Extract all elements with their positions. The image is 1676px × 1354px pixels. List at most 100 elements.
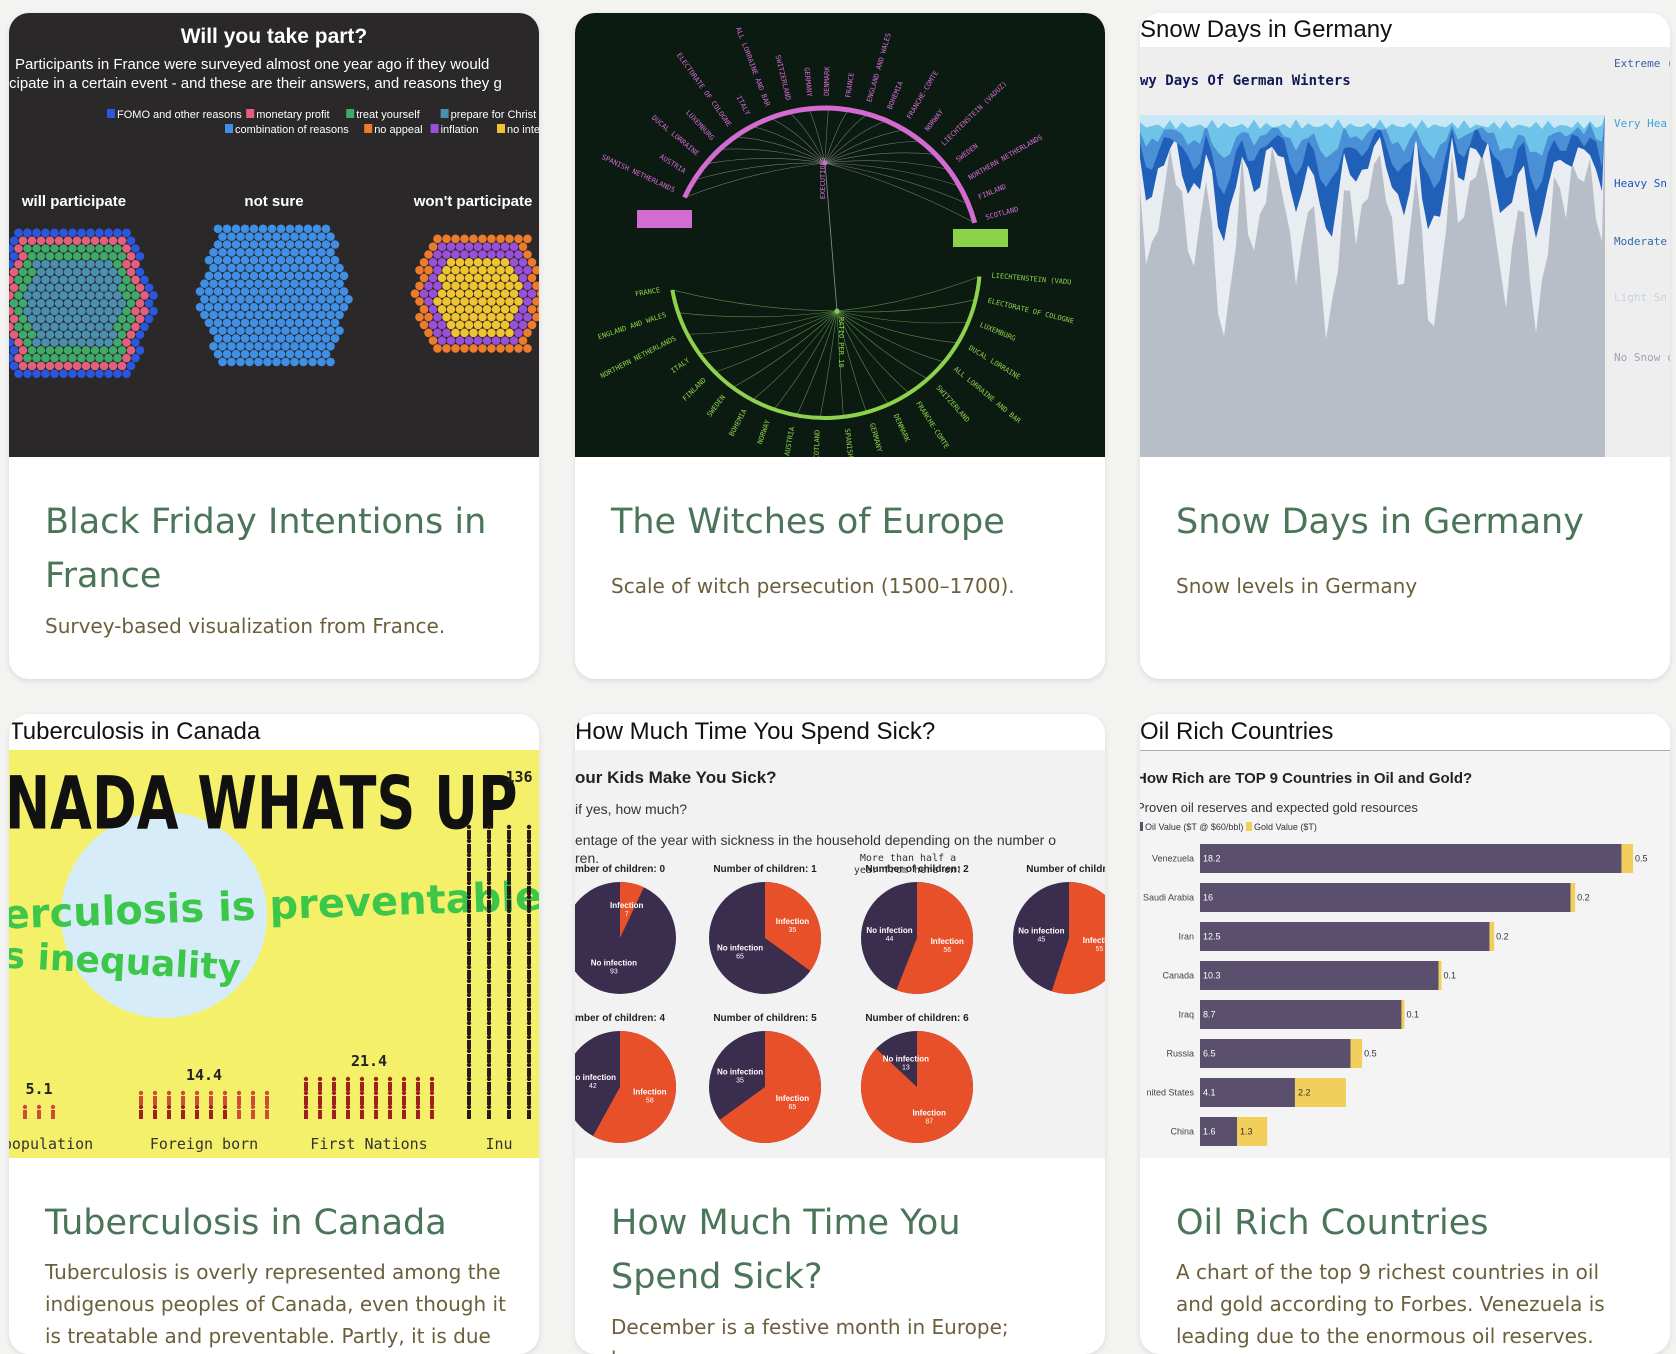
card-oil-rich[interactable]: Oil Rich Countries How Rich are TOP 9 Co…	[1140, 714, 1670, 1354]
hex-dot	[118, 346, 127, 355]
hex-dot	[429, 305, 438, 314]
hex-dot	[236, 358, 245, 367]
hex-dot	[10, 299, 19, 308]
card-title[interactable]: The Witches of Europe	[611, 495, 1075, 549]
hex-dot	[28, 299, 37, 308]
hex-dot	[304, 256, 313, 265]
hex-dot	[438, 321, 447, 330]
hex-dot	[263, 279, 272, 288]
card-title[interactable]: Tuberculosis in Canada	[45, 1196, 509, 1250]
preview-snow: wy Days Of German Winters Extreme (50+ c…	[1140, 47, 1670, 457]
hex-dot	[236, 248, 245, 257]
hex-dot	[326, 232, 335, 241]
tb-person-icon	[507, 839, 511, 843]
hex-dot	[32, 291, 41, 300]
hex-dot	[113, 291, 122, 300]
hex-dot	[277, 287, 286, 296]
hex-dot	[55, 362, 64, 371]
hex-dot	[286, 225, 295, 234]
hex-dot	[313, 287, 322, 296]
hex-dot	[326, 326, 335, 335]
card-title[interactable]: How Much Time You Spend Sick?	[611, 1196, 1075, 1304]
hex-dot	[245, 248, 254, 257]
hex-dot	[420, 258, 429, 267]
card-time-sick[interactable]: How Much Time You Spend Sick? our Kids M…	[575, 714, 1105, 1354]
hex-dot	[317, 248, 326, 257]
card-tuberculosis[interactable]: Tuberculosis in Canada NADA WHATS UP erc…	[9, 714, 539, 1354]
pie-infection-value: 55	[1096, 946, 1104, 953]
hex-dot	[136, 283, 145, 292]
hex-dot	[245, 342, 254, 351]
hex-dot	[259, 225, 268, 234]
hex-dot	[50, 291, 59, 300]
hex-dot	[50, 244, 59, 253]
hex-dot	[344, 295, 353, 304]
witch-country-label: NORTHERN NETHERLANDS	[967, 133, 1044, 182]
hex-dot	[227, 342, 236, 351]
card-title[interactable]: Oil Rich Countries	[1176, 1196, 1640, 1250]
hex-dot	[451, 250, 460, 259]
tb-person-icon	[487, 825, 491, 829]
hex-dot	[299, 311, 308, 320]
hex-dot	[519, 242, 528, 251]
witch-country-label: FRANCE	[844, 72, 856, 98]
hex-dot	[483, 336, 492, 345]
legend-swatch	[225, 124, 233, 133]
hex-dot	[10, 315, 19, 324]
hex-dot	[73, 362, 82, 371]
hex-dot	[433, 235, 442, 244]
hex-dot	[322, 240, 331, 249]
hex-dot	[104, 338, 113, 347]
hex-dot	[19, 252, 28, 261]
hex-dot	[429, 336, 438, 345]
hex-dot	[335, 295, 344, 304]
tb-person-icon	[527, 1049, 531, 1053]
tb-person-icon	[487, 867, 491, 871]
hex-dot	[501, 336, 510, 345]
hex-dot	[514, 344, 523, 353]
hex-dot	[272, 358, 281, 367]
hex-dot	[469, 282, 478, 291]
pie-no-infection-label: No infection	[866, 926, 912, 935]
witch-country-label: ITALY	[734, 94, 751, 117]
hex-dot	[227, 264, 236, 273]
hex-dot	[214, 318, 223, 327]
hex-dot	[127, 315, 136, 324]
hex-dot	[68, 307, 77, 316]
hex-dot	[272, 279, 281, 288]
hex-dot	[510, 336, 519, 345]
hex-dot	[10, 252, 19, 261]
witch-country-label: ELECTORATE OF COLOGNE	[675, 52, 733, 129]
gold-value-label: 2.2	[1298, 1088, 1311, 1098]
tb-person-icon	[487, 993, 491, 997]
tb-person-icon	[346, 1077, 350, 1081]
thumbnail-label: Tuberculosis in Canada	[9, 714, 539, 750]
hex-dot	[73, 283, 82, 292]
hex-dot	[483, 289, 492, 298]
hex-dot	[460, 266, 469, 275]
hex-dot	[277, 303, 286, 312]
hex-dot	[250, 318, 259, 327]
hex-dot	[433, 328, 442, 337]
card-black-friday[interactable]: Will you take part? Participants in Fran…	[9, 13, 539, 679]
hex-dot	[55, 252, 64, 261]
hex-dot	[308, 232, 317, 241]
card-snow-days[interactable]: Snow Days in Germany wy Days Of German W…	[1140, 13, 1670, 679]
hex-dot	[299, 232, 308, 241]
tb-person-icon	[374, 1105, 378, 1109]
hex-dot	[424, 313, 433, 322]
hex-dot	[505, 328, 514, 337]
hex-dot	[218, 232, 227, 241]
hex-dot	[14, 338, 23, 347]
hex-dot	[340, 272, 349, 281]
hex-dot	[136, 315, 145, 324]
card-title[interactable]: Black Friday Intentions in France	[45, 495, 509, 603]
tb-person-icon	[507, 1035, 511, 1039]
card-title[interactable]: Snow Days in Germany	[1176, 495, 1640, 549]
tb-person-icon	[223, 1091, 227, 1095]
hex-dot	[41, 244, 50, 253]
hex-dot	[227, 232, 236, 241]
hex-dot	[91, 252, 100, 261]
hex-dot	[100, 268, 109, 277]
